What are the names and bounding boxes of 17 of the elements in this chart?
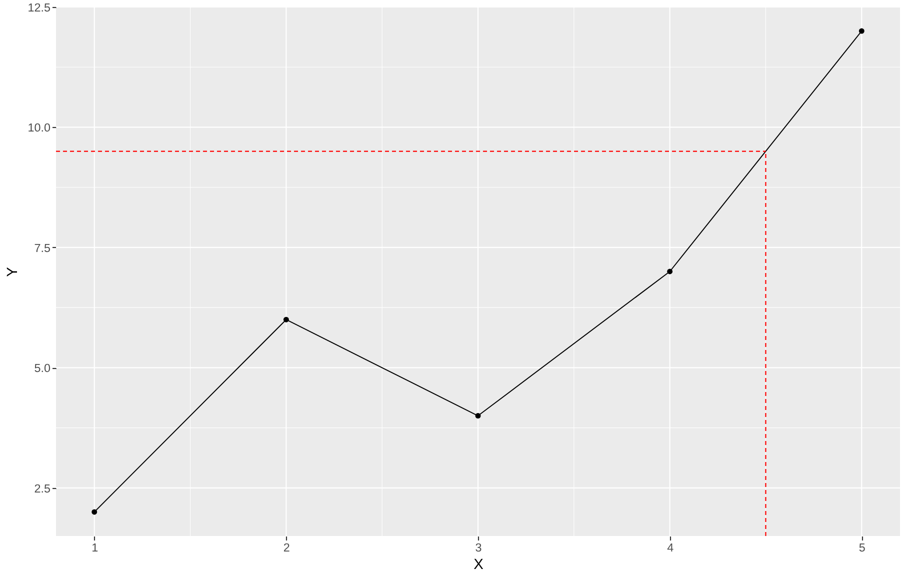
point [283, 316, 289, 322]
x-tick-label: 1 [92, 542, 98, 554]
point [475, 413, 481, 419]
y-axis-title: Y [4, 266, 21, 277]
x-tick-label: 2 [283, 542, 290, 554]
point [858, 28, 864, 34]
x-tick-label: 3 [475, 542, 482, 554]
x-axis-title: X [474, 557, 484, 574]
y-tick-label: 5.0 [34, 362, 51, 376]
x-tick-label: 4 [667, 542, 674, 554]
x-tick-label: 5 [858, 542, 866, 554]
y-tick-label: 7.5 [34, 242, 51, 255]
y-tick-label: 2.5 [34, 482, 51, 496]
y-tick-label: 12.5 [28, 2, 51, 14]
point [667, 268, 673, 274]
point [92, 509, 98, 515]
y-tick-label: 10.0 [28, 122, 51, 135]
